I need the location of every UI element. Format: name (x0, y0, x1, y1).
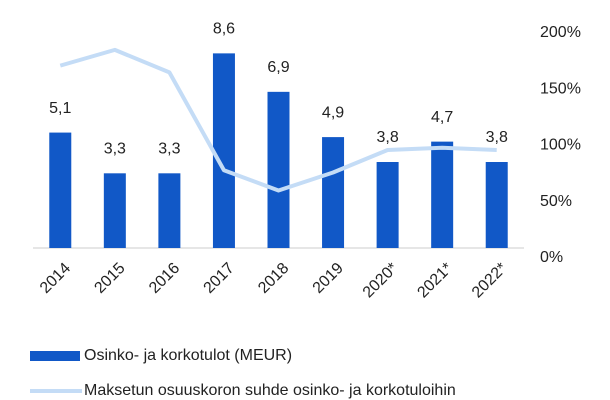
y2-tick-label: 150% (540, 80, 581, 97)
y2-tick-label: 0% (540, 249, 563, 266)
y2-tick-label: 100% (540, 137, 581, 154)
x-tick-label: 2021* (414, 260, 456, 302)
bar (103, 173, 126, 248)
bar (49, 132, 72, 248)
x-tick-label: 2014 (37, 260, 74, 297)
y2-tick-label: 200% (540, 24, 581, 41)
legend-swatch (30, 351, 80, 361)
data-label: 5,1 (49, 100, 71, 117)
x-tick-label: 2022* (469, 260, 511, 302)
bar (376, 162, 399, 248)
x-tick-label: 2020* (360, 260, 402, 302)
data-label: 3,8 (486, 129, 508, 146)
x-tick-label: 2017 (201, 260, 238, 297)
bar (431, 141, 454, 248)
x-tick-label: 2015 (91, 260, 128, 297)
data-label: 8,6 (213, 21, 235, 38)
y2-tick-label: 50% (540, 193, 572, 210)
legend-label: Maksetun osuuskoron suhde osinko- ja kor… (84, 382, 456, 399)
data-label: 3,8 (376, 129, 398, 146)
bar (322, 137, 345, 248)
x-tick-label: 2016 (146, 260, 183, 297)
data-label: 3,3 (104, 141, 126, 158)
data-label: 3,3 (158, 141, 180, 158)
x-tick-label: 2018 (255, 260, 292, 297)
legend-label: Osinko- ja korkotulot (MEUR) (84, 347, 292, 364)
line (59, 47, 497, 193)
data-label: 6,9 (267, 59, 289, 76)
bar (485, 162, 508, 248)
bar (267, 91, 290, 248)
bar (212, 53, 235, 248)
data-label: 4,7 (431, 109, 453, 126)
x-tick-label: 2019 (310, 260, 347, 297)
bar (158, 173, 181, 248)
data-label: 4,9 (322, 104, 344, 121)
